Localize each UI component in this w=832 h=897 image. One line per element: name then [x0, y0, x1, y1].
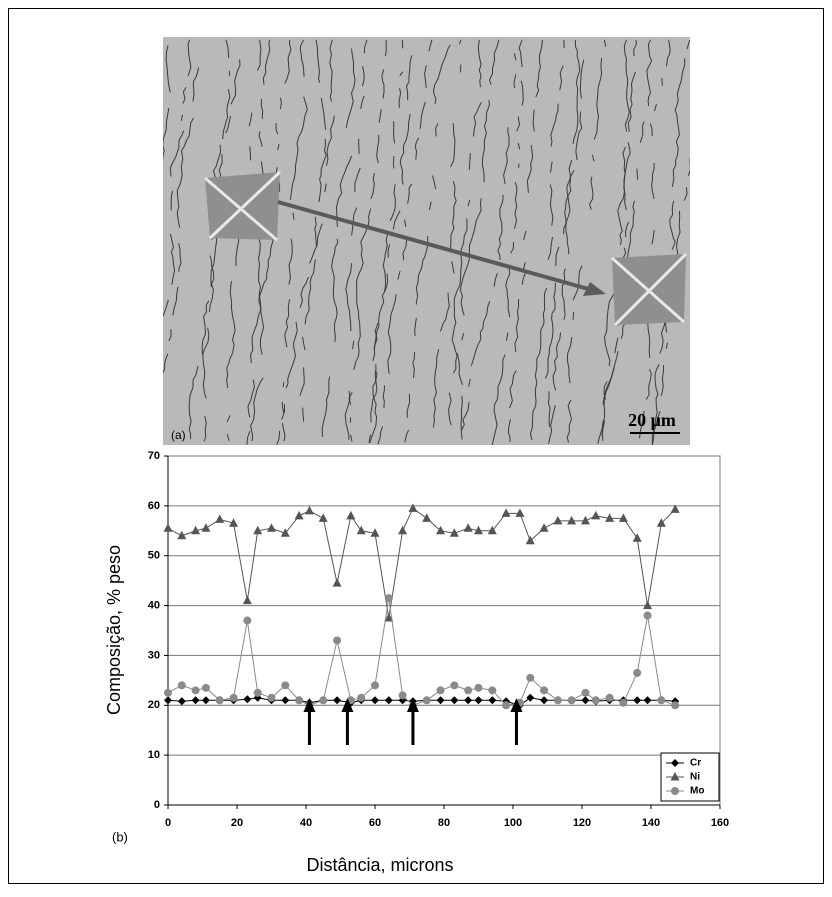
- marker: [243, 617, 251, 625]
- marker: [592, 696, 600, 704]
- marker: [295, 696, 303, 704]
- y-tick-label: 20: [148, 699, 160, 711]
- legend-label: Mo: [690, 786, 704, 797]
- x-tick-label: 40: [300, 817, 312, 829]
- x-axis-label: Distância, microns: [306, 855, 453, 875]
- y-tick-label: 50: [148, 550, 160, 562]
- marker: [526, 674, 534, 682]
- marker: [671, 787, 679, 795]
- dendrite: [283, 382, 284, 387]
- marker: [464, 686, 472, 694]
- dendrite: [359, 139, 360, 154]
- marker: [475, 684, 483, 692]
- marker: [319, 696, 327, 704]
- marker: [502, 701, 510, 709]
- marker: [178, 681, 186, 689]
- scale-bar-label: 20 μm: [628, 410, 676, 430]
- marker: [540, 686, 548, 694]
- x-tick-label: 140: [642, 817, 660, 829]
- panel-b-label: (b): [112, 829, 128, 844]
- marker: [192, 686, 200, 694]
- x-tick-label: 0: [165, 817, 171, 829]
- marker: [581, 689, 589, 697]
- dendrite: [393, 156, 394, 169]
- marker: [399, 691, 407, 699]
- marker: [554, 696, 562, 704]
- marker: [633, 669, 641, 677]
- marker: [568, 696, 576, 704]
- y-tick-label: 60: [148, 500, 160, 512]
- figure: (a) 20 μm (b) Distância, microns Composi…: [0, 0, 832, 892]
- x-tick-label: 120: [573, 817, 591, 829]
- x-tick-label: 60: [369, 817, 381, 829]
- marker: [357, 694, 365, 702]
- panel-a-label: (a): [171, 428, 186, 442]
- marker: [164, 689, 172, 697]
- marker: [281, 681, 289, 689]
- marker: [254, 689, 262, 697]
- x-tick-label: 80: [438, 817, 450, 829]
- x-tick-label: 20: [231, 817, 243, 829]
- marker: [423, 696, 431, 704]
- page: {"figure": {"panel_a": {"label": "(a)", …: [0, 0, 832, 897]
- y-axis-label: Composição, % peso: [104, 545, 124, 715]
- marker: [644, 612, 652, 620]
- marker: [216, 696, 224, 704]
- marker: [488, 686, 496, 694]
- marker: [371, 681, 379, 689]
- marker: [385, 594, 393, 602]
- dendrite: [460, 65, 461, 73]
- dendrite: [662, 78, 663, 86]
- marker: [437, 686, 445, 694]
- marker: [657, 696, 665, 704]
- marker: [202, 684, 210, 692]
- marker: [619, 699, 627, 707]
- marker: [450, 681, 458, 689]
- y-tick-label: 30: [148, 649, 160, 661]
- y-tick-label: 70: [148, 450, 160, 462]
- marker: [230, 694, 238, 702]
- y-tick-label: 10: [148, 749, 160, 761]
- legend-label: Cr: [690, 758, 701, 769]
- x-tick-label: 160: [711, 817, 729, 829]
- y-tick-label: 0: [154, 799, 160, 811]
- y-tick-label: 40: [148, 599, 160, 611]
- legend-label: Ni: [690, 772, 700, 783]
- dendrite: [573, 312, 574, 320]
- marker: [606, 694, 614, 702]
- marker: [333, 636, 341, 644]
- x-tick-label: 100: [504, 817, 522, 829]
- marker: [268, 694, 276, 702]
- marker: [671, 701, 679, 709]
